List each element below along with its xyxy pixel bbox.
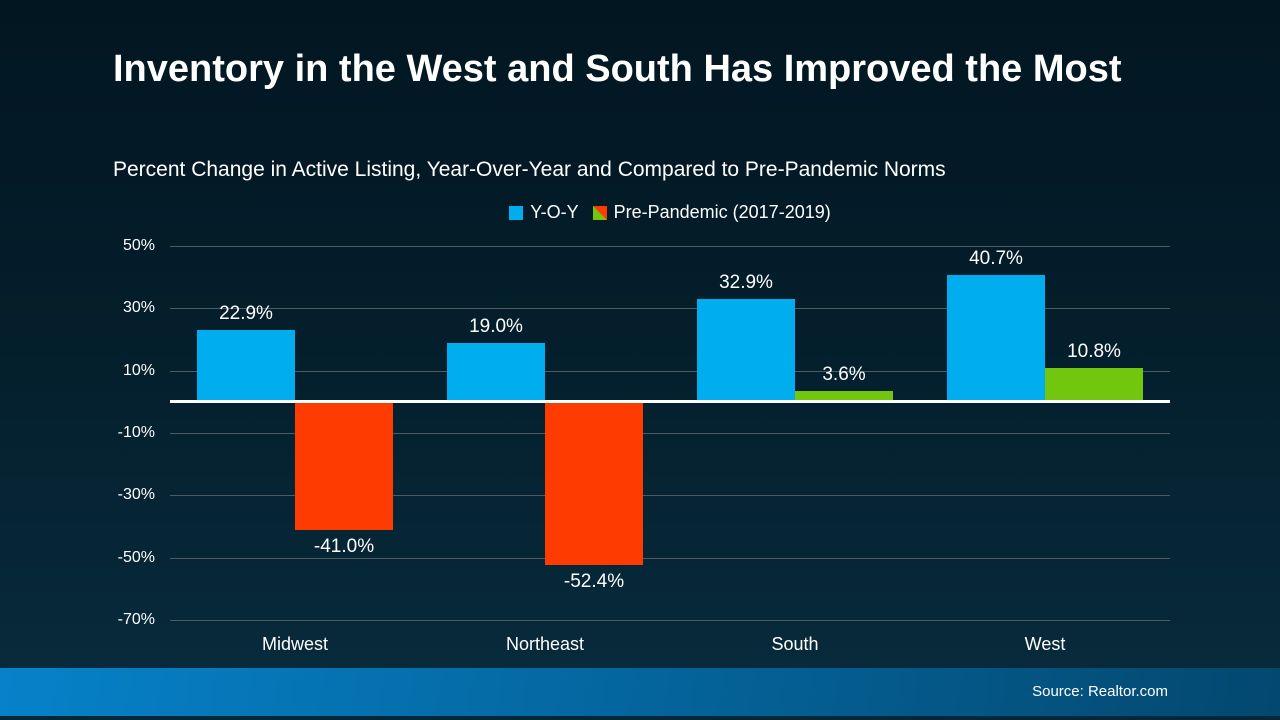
footer-bar: Source: Realtor.com xyxy=(0,668,1280,720)
gridline xyxy=(170,620,1170,621)
y-axis-label: -50% xyxy=(117,548,155,566)
chart-subtitle: Percent Change in Active Listing, Year-O… xyxy=(113,158,946,181)
y-axis-label: -30% xyxy=(117,486,155,504)
gridline xyxy=(170,370,1170,372)
bar-y-o-y-midwest xyxy=(197,330,295,402)
zero-line xyxy=(170,400,1170,404)
bar-value-label: -52.4% xyxy=(563,571,625,593)
bar-value-label: 19.0% xyxy=(469,315,523,337)
legend-item-prepandemic: Pre-Pandemic (2017-2019) xyxy=(592,202,831,223)
bar-y-o-y-south xyxy=(697,299,795,402)
bar-y-o-y-west xyxy=(947,274,1045,402)
x-axis-label: Midwest xyxy=(261,634,328,654)
bar-value-label: -41.0% xyxy=(313,535,375,557)
y-axis-label: -10% xyxy=(117,424,155,441)
y-axis-label: 30% xyxy=(122,299,155,317)
bar-pre-pandemic-2017-2019-northeast xyxy=(545,401,643,566)
legend-label-yoy: Y-O-Y xyxy=(530,202,579,222)
bar-pre-pandemic-2017-2019-midwest xyxy=(295,401,393,530)
bar-value-label: 40.7% xyxy=(969,247,1023,269)
legend-swatch-yoy-icon xyxy=(509,205,524,220)
gridline xyxy=(170,308,1170,310)
gridline xyxy=(170,246,1170,247)
bar-value-label: 10.8% xyxy=(1067,341,1121,363)
y-axis-label: 50% xyxy=(122,237,155,254)
legend-label-prepandemic: Pre-Pandemic (2017-2019) xyxy=(613,202,831,222)
page-title: Inventory in the West and South Has Impr… xyxy=(113,48,1122,90)
bar-y-o-y-northeast xyxy=(447,342,545,402)
x-axis-label: West xyxy=(1024,634,1066,654)
x-axis-label: Northeast xyxy=(505,634,585,654)
x-axis-label: South xyxy=(771,634,819,654)
legend-swatch-prepandemic-icon xyxy=(592,205,607,220)
bar-value-label: 22.9% xyxy=(219,303,273,325)
bar-pre-pandemic-2017-2019-south xyxy=(795,390,893,402)
y-axis-label: 10% xyxy=(122,361,155,379)
gridline xyxy=(170,557,1170,559)
bar-value-label: 3.6% xyxy=(822,363,866,385)
bar-pre-pandemic-2017-2019-west xyxy=(1045,368,1143,402)
source-attribution: Source: Realtor.com xyxy=(1032,683,1168,700)
gridline xyxy=(170,433,1170,434)
legend-item-yoy: Y-O-Y xyxy=(509,202,579,223)
legend: Y-O-Y Pre-Pandemic (2017-2019) xyxy=(170,202,1170,223)
plot-area: 50% 30% 10% -10% -30% -50% -70% 22.9% -41.0% Midw… xyxy=(118,237,1170,654)
bar-value-label: 32.9% xyxy=(719,272,773,294)
gridline xyxy=(170,495,1170,497)
y-axis-label: -70% xyxy=(117,611,155,628)
